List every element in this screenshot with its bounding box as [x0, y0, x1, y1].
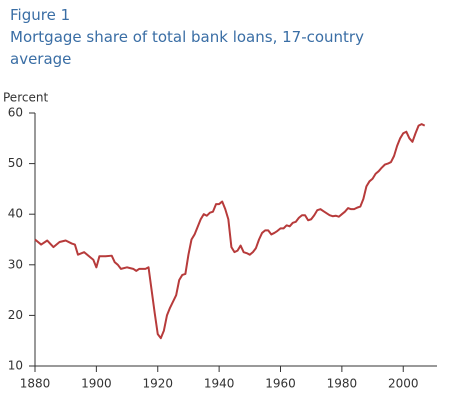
- y-axis-label: Percent: [3, 91, 48, 105]
- y-tick-label: 40: [8, 207, 23, 221]
- y-tick-label: 50: [8, 156, 23, 170]
- x-tick-label: 1920: [142, 377, 173, 391]
- chart-subtitle: Mortgage share of total bank loans, 17-c…: [10, 28, 364, 68]
- y-tick-label: 60: [8, 106, 23, 120]
- chart-title: Figure 1: [10, 6, 71, 24]
- y-tick-label: 10: [8, 359, 23, 373]
- x-tick-label: 1960: [265, 377, 296, 391]
- x-tick-label: 2000: [388, 377, 419, 391]
- x-tick-label: 1940: [204, 377, 235, 391]
- x-tick-label: 1900: [81, 377, 112, 391]
- y-tick-label: 30: [8, 257, 23, 271]
- data-line: [34, 123, 426, 340]
- y-tick-label: 20: [8, 308, 23, 322]
- header: Figure 1 Mortgage share of total bank lo…: [10, 4, 410, 70]
- x-tick-label: 1980: [327, 377, 358, 391]
- x-tick-label: 1880: [20, 377, 51, 391]
